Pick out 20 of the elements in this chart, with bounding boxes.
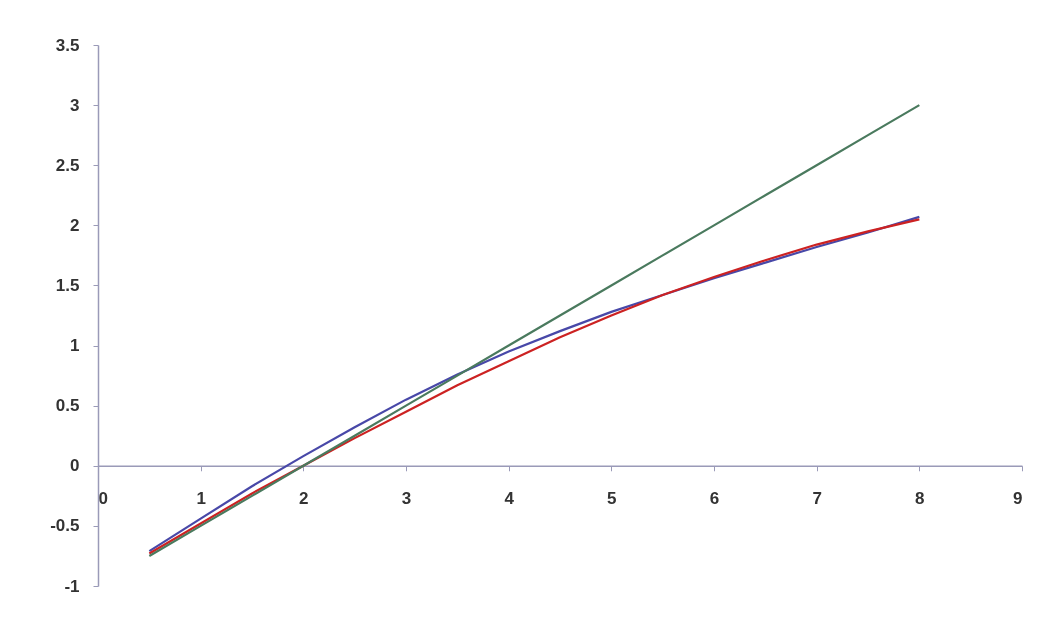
x-tick-label: 8 <box>915 489 925 509</box>
x-tick-label: 3 <box>401 489 412 509</box>
x-tick-label: 0 <box>98 489 108 509</box>
y-tick-label: -0.5 <box>50 516 80 536</box>
y-tick-label: 2 <box>70 215 80 235</box>
y-tick-label: 2.5 <box>55 155 80 175</box>
x-tick-label: 1 <box>196 489 206 509</box>
x-tick-label: 6 <box>709 489 720 509</box>
y-tick-label: -1 <box>64 576 80 596</box>
y-tick-label: 0.5 <box>55 396 80 416</box>
x-tick-label: 9 <box>1013 489 1023 509</box>
x-tick-label: 5 <box>607 489 617 509</box>
y-tick-label: 0 <box>70 456 80 476</box>
x-tick-label: 2 <box>299 489 309 509</box>
x-tick-label: 4 <box>504 489 515 509</box>
y-tick-label: 1.5 <box>55 275 80 295</box>
y-tick-label: 1 <box>70 336 80 356</box>
x-tick-label: 7 <box>812 489 822 509</box>
y-tick-label: 3.5 <box>55 35 80 55</box>
y-tick-label: 3 <box>70 95 80 115</box>
